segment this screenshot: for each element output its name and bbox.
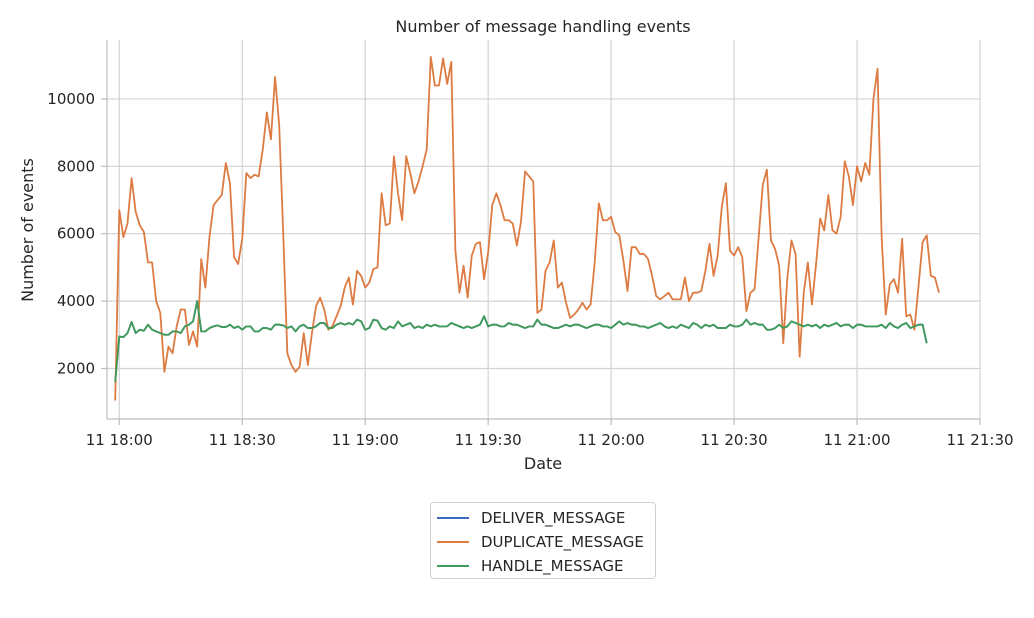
x-tick-label: 11 21:00: [823, 431, 890, 449]
legend: DELIVER_MESSAGE DUPLICATE_MESSAGE HANDLE…: [430, 502, 656, 579]
x-tick-label: 11 18:30: [209, 431, 276, 449]
x-tick-label: 11 20:30: [701, 431, 768, 449]
chart-title: Number of message handling events: [395, 17, 690, 36]
legend-item-duplicate: DUPLICATE_MESSAGE: [437, 530, 655, 554]
grid-lines: [107, 40, 981, 419]
y-tick-label: 6000: [57, 225, 95, 243]
y-tick-label: 10000: [47, 90, 95, 108]
y-tick-label: 8000: [57, 157, 95, 175]
x-tick-label: 11 20:00: [578, 431, 645, 449]
series-line-handle-message: [114, 300, 928, 383]
tick-labels: 11 18:00 11 18:30 11 19:00 11 19:30 11 20:00…: [47, 90, 1013, 449]
x-tick-label: 11 19:00: [332, 431, 399, 449]
axes: [106, 40, 980, 420]
legend-item-handle: HANDLE_MESSAGE: [437, 554, 655, 578]
legend-swatch-deliver: [437, 517, 469, 519]
y-tick-label: 2000: [57, 359, 95, 377]
legend-label-deliver: DELIVER_MESSAGE: [481, 509, 626, 527]
x-tick-label: 11 18:00: [86, 431, 153, 449]
legend-label-duplicate: DUPLICATE_MESSAGE: [481, 533, 644, 551]
x-tick-label: 11 21:30: [946, 431, 1013, 449]
series-line-deliver-message: [114, 300, 928, 383]
legend-item-deliver: DELIVER_MESSAGE: [437, 506, 655, 530]
legend-swatch-handle: [437, 565, 469, 567]
legend-label-handle: HANDLE_MESSAGE: [481, 557, 624, 575]
legend-swatch-duplicate: [437, 541, 469, 543]
x-axis-label: Date: [524, 454, 562, 473]
y-tick-label: 4000: [57, 292, 95, 310]
series-line-duplicate-message: [114, 55, 940, 401]
y-axis-label: Number of events: [18, 158, 37, 302]
x-tick-label: 11 19:30: [455, 431, 522, 449]
series-lines: [114, 55, 940, 401]
